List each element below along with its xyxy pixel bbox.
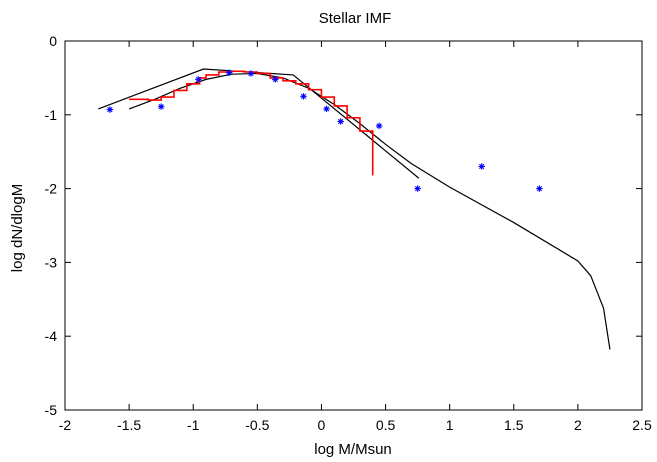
axis-ticks: -2 -1.5 -1 -0.5 0 0.5 1 1.5 2 2.5 0 -1 -2 -3 -4 -5 <box>45 33 652 433</box>
x-tick-label: 0 <box>318 417 326 433</box>
scatter-point <box>536 185 543 192</box>
x-tick-label: 1.5 <box>504 417 524 433</box>
scatter-point <box>478 163 485 170</box>
x-tick-label: -1 <box>187 417 200 433</box>
scatter-point <box>323 105 330 113</box>
scatter-point <box>414 185 421 192</box>
plot-frame <box>64 40 643 411</box>
scatter-point <box>272 76 279 83</box>
scatter-point <box>225 69 233 76</box>
y-tick-label: -2 <box>45 181 58 197</box>
x-axis-label: log M/Msun <box>314 441 392 458</box>
y-tick-label: -3 <box>45 254 58 270</box>
y-tick-label: -4 <box>45 328 58 344</box>
y-tick-label: -5 <box>45 402 58 418</box>
x-tick-label: -1.5 <box>117 417 141 433</box>
x-tick-label: 1 <box>446 417 454 433</box>
model-line-0 <box>98 68 420 179</box>
model-line-1 <box>128 72 611 350</box>
series-layer <box>98 68 611 350</box>
scatter-point <box>375 122 383 130</box>
scatter-point <box>106 106 114 113</box>
y-axis-label: log dN/dlogM <box>9 184 26 272</box>
y-tick-label: -1 <box>45 107 58 123</box>
histogram-step-series <box>129 70 374 176</box>
scatter-point <box>300 93 307 100</box>
scatter-series <box>106 69 543 192</box>
scatter-point <box>337 118 344 125</box>
y-tick-label: 0 <box>49 33 57 49</box>
x-tick-label: 0.5 <box>376 417 396 433</box>
x-tick-label: 2.5 <box>632 417 652 433</box>
chart-title: Stellar IMF <box>319 10 392 27</box>
x-tick-label: -0.5 <box>245 417 269 433</box>
x-tick-label: 2 <box>574 417 582 433</box>
x-tick-label: -2 <box>59 417 72 433</box>
scatter-point <box>247 70 255 77</box>
scatter-point <box>157 103 165 110</box>
scatter-point <box>195 76 202 83</box>
